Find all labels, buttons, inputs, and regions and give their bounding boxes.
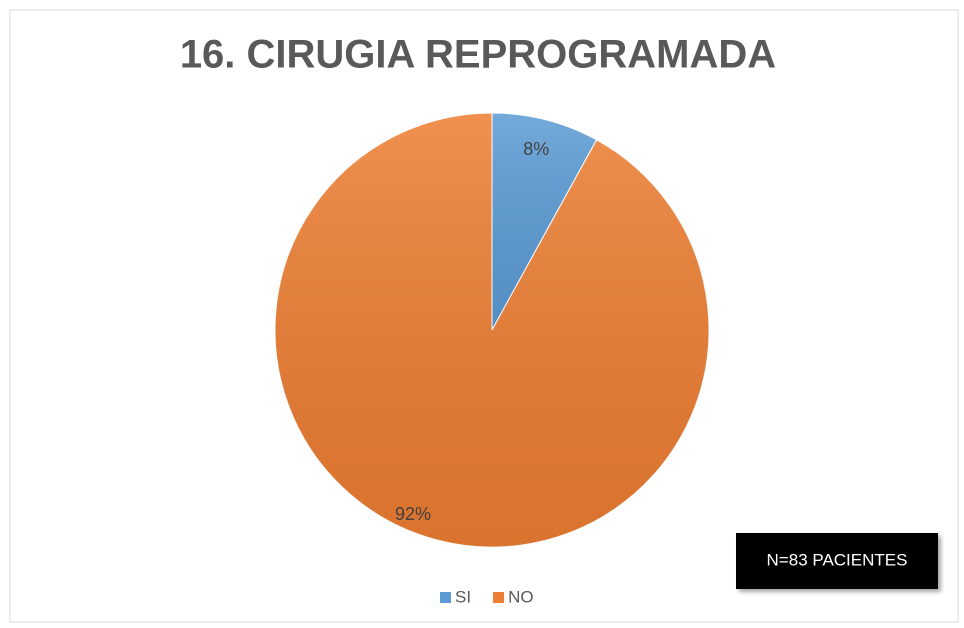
legend-swatch — [493, 592, 505, 603]
annotation-box — [736, 533, 938, 589]
legend-swatch — [440, 592, 451, 603]
slice-shade — [492, 113, 597, 330]
pie — [274, 112, 710, 548]
legend-label: SI — [455, 587, 471, 606]
legend-label: NO — [508, 587, 534, 606]
annotation: N=83 PACIENTES — [767, 550, 908, 569]
slice-shade — [274, 113, 709, 547]
chart-title: 16. CIRUGIA REPROGRAMADA — [180, 33, 776, 77]
data-label: 8% — [523, 139, 549, 159]
data-label: 92% — [395, 504, 431, 524]
